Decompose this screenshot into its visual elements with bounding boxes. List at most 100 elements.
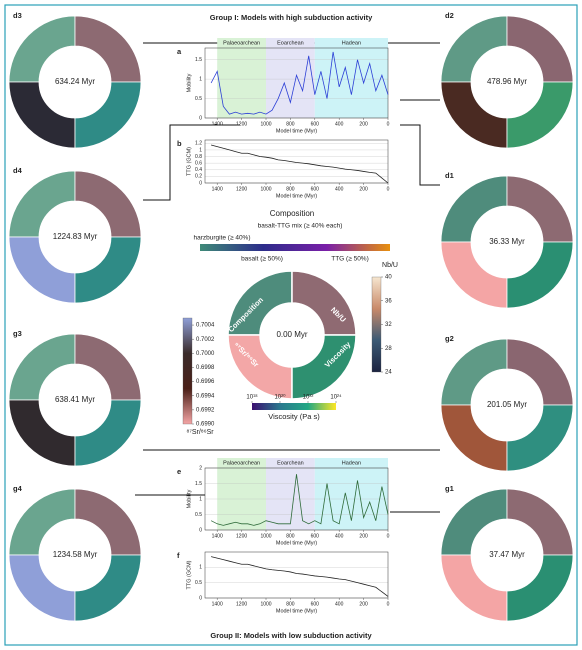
panel-label: a	[177, 47, 182, 56]
y-tick-label: 0.5	[195, 580, 202, 586]
x-tick-label: 1000	[260, 601, 271, 607]
ring-quadrant	[291, 334, 357, 400]
data-line	[210, 474, 389, 526]
y-tick-label: 0.8	[195, 154, 202, 160]
ring-quadrant	[8, 236, 76, 304]
ring-time: 0.00 Myr	[276, 330, 307, 339]
x-tick-label: 1200	[236, 186, 247, 192]
y-axis-label: Mobility	[186, 489, 192, 508]
era-label: Eoarchean	[277, 460, 304, 466]
x-tick-label: 200	[359, 533, 368, 539]
ring-quadrant	[8, 399, 76, 467]
axes-frame	[204, 139, 389, 184]
y-tick-label: 0	[199, 115, 202, 121]
axes-frame	[204, 551, 389, 599]
x-tick-label: 800	[286, 186, 295, 192]
x-tick-label: 400	[335, 533, 344, 539]
x-tick-label: 1400	[212, 121, 223, 127]
colorbar-tick-label: 0.6998	[196, 365, 215, 371]
y-tick-label: 1.5	[195, 57, 202, 63]
ring-quadrant	[8, 554, 76, 622]
ring-time: 201.05 Myr	[487, 400, 527, 409]
panel-label: g1	[445, 484, 454, 493]
y-tick-label: 0.4	[195, 167, 202, 173]
x-tick-label: 1200	[236, 601, 247, 607]
legend-bar	[200, 244, 390, 251]
y-tick-label: 0	[199, 595, 202, 601]
x-tick-label: 1400	[212, 186, 223, 192]
era-band	[217, 458, 266, 530]
y-axis-label: Mobility	[186, 73, 192, 92]
x-axis-label: Model time (Myr)	[276, 540, 317, 546]
colorbar-tick-label: 0.6992	[196, 407, 215, 413]
ring-time: 1234.58 Myr	[53, 550, 98, 559]
era-band	[217, 38, 266, 118]
legend-label: harzburgite (≥ 40%)	[193, 235, 250, 242]
x-axis-label: Model time (Myr)	[276, 128, 317, 134]
ring-quadrant	[506, 554, 574, 622]
ring-quadrant	[440, 338, 508, 406]
ring-quadrant	[440, 81, 508, 149]
colorbar-tick-label: 28	[385, 346, 392, 352]
era-label: Palaeoarchean	[223, 460, 260, 466]
colorbar-label: Nb/U	[382, 262, 398, 269]
panel-label: e	[177, 467, 181, 476]
y-tick-label: 1	[199, 147, 202, 153]
ring-quadrant	[506, 81, 574, 149]
x-tick-label: 200	[359, 186, 368, 192]
ring-quadrant	[506, 15, 574, 83]
ring-time: 634.24 Myr	[55, 77, 95, 86]
ring-time: 36.33 Myr	[489, 237, 525, 246]
group-title: Group I: Models with high subduction act…	[210, 13, 373, 22]
ring-quadrant	[8, 488, 76, 556]
ring-quadrant	[440, 488, 508, 556]
y-tick-label: 0.6	[195, 160, 202, 166]
x-tick-label: 400	[335, 121, 344, 127]
y-tick-label: 2	[199, 465, 202, 471]
colorbar-tick-label: 10²⁴	[330, 394, 342, 401]
legend-label: TTG (≥ 50%)	[331, 256, 369, 263]
ring-quadrant	[440, 15, 508, 83]
x-tick-label: 600	[311, 121, 320, 127]
ring-quadrant	[506, 404, 574, 472]
ring-quadrant	[74, 81, 142, 149]
colorbar-tick-label: 36	[385, 298, 392, 304]
era-band	[314, 38, 388, 118]
x-tick-label: 0	[387, 533, 390, 539]
x-tick-label: 800	[286, 533, 295, 539]
x-axis-label: Model time (Myr)	[276, 193, 317, 199]
ring-time: 37.47 Myr	[489, 550, 525, 559]
colorbar-tick-label: 40	[385, 275, 392, 281]
x-tick-label: 200	[359, 121, 368, 127]
ring-quadrant	[74, 170, 142, 238]
colorbar-tick-label: 0.7000	[196, 351, 215, 357]
ring-quadrant	[440, 404, 508, 472]
frame	[4, 4, 578, 646]
colorbar-tick-label: 0.6996	[196, 379, 215, 385]
ring-quadrant	[440, 241, 508, 309]
group-title: Group II: Models with low subduction act…	[210, 631, 372, 640]
panel-label: b	[177, 139, 182, 148]
ring-time: 1224.83 Myr	[53, 232, 98, 241]
x-tick-label: 0	[387, 186, 390, 192]
y-axis-label: TTG (GCM)	[186, 560, 192, 589]
x-tick-label: 800	[286, 601, 295, 607]
panel-label: d3	[13, 11, 22, 20]
legend-label: basalt (≥ 50%)	[241, 256, 283, 263]
era-label: Hadean	[342, 460, 361, 466]
era-label: Palaeoarchean	[223, 40, 260, 46]
y-tick-label: 1	[199, 496, 202, 502]
x-tick-label: 1000	[260, 533, 271, 539]
colorbar-tick-label: 10¹⁸	[246, 394, 258, 401]
x-tick-label: 600	[311, 186, 320, 192]
x-tick-label: 600	[311, 601, 320, 607]
x-tick-label: 1400	[212, 601, 223, 607]
colorbar	[371, 276, 382, 373]
ring-quadrant	[506, 175, 574, 243]
colorbar-tick-label: 10²⁰	[274, 394, 286, 401]
panel-label: d1	[445, 171, 454, 180]
ring-quadrant	[506, 241, 574, 309]
x-tick-label: 400	[335, 186, 344, 192]
ring-time: 478.96 Myr	[487, 77, 527, 86]
x-tick-label: 200	[359, 601, 368, 607]
